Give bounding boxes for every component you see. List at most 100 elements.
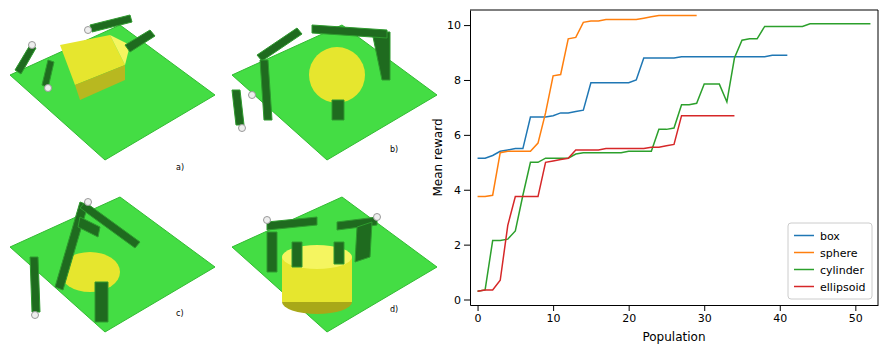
object bbox=[309, 47, 365, 103]
joint bbox=[29, 42, 36, 49]
tick-label: 8 bbox=[454, 74, 461, 87]
leg bbox=[15, 45, 36, 74]
joint bbox=[32, 312, 39, 319]
object-side bbox=[110, 35, 130, 65]
leg bbox=[78, 217, 100, 237]
joint bbox=[249, 92, 256, 99]
rendering-panel bbox=[232, 197, 437, 332]
tick-mark bbox=[464, 245, 470, 246]
leg bbox=[332, 100, 344, 120]
tick: 8 bbox=[454, 74, 470, 87]
tick-label: 0 bbox=[475, 312, 482, 325]
joint bbox=[85, 199, 92, 206]
tick-mark bbox=[553, 305, 554, 311]
tick: 10 bbox=[547, 305, 561, 325]
axis-line bbox=[471, 305, 879, 306]
leg bbox=[355, 222, 372, 262]
legend-label: ellipsoid bbox=[820, 281, 865, 294]
tick: 40 bbox=[773, 305, 787, 325]
joint bbox=[85, 27, 92, 34]
panel-label: a) bbox=[176, 163, 184, 172]
figure: a) b) c) d) 0 10 20 30 40 50 0 2 4 6 8 10 Population Mean… bbox=[0, 0, 888, 350]
tick-mark bbox=[464, 135, 470, 136]
leg bbox=[42, 60, 54, 88]
tick-label: 50 bbox=[849, 312, 863, 325]
object-front bbox=[75, 65, 125, 100]
legend-swatch bbox=[794, 252, 814, 254]
panel-label: d) bbox=[390, 305, 398, 314]
tick: 4 bbox=[454, 184, 470, 197]
axis-line bbox=[470, 11, 471, 306]
tick-label: 10 bbox=[547, 312, 561, 325]
x-axis: 0 10 20 30 40 50 bbox=[471, 305, 879, 325]
tick-label: 10 bbox=[447, 19, 461, 32]
tick-label: 4 bbox=[454, 184, 461, 197]
series-line bbox=[478, 116, 735, 292]
floor bbox=[10, 25, 215, 160]
tick: 6 bbox=[454, 129, 470, 142]
tick-label: 6 bbox=[454, 129, 461, 142]
tick-mark bbox=[464, 300, 470, 301]
floor bbox=[232, 25, 437, 160]
leg bbox=[90, 15, 132, 32]
tick: 10 bbox=[447, 19, 470, 32]
tick: 0 bbox=[475, 305, 482, 325]
series-line bbox=[478, 15, 697, 196]
leg bbox=[334, 242, 344, 264]
leg bbox=[232, 90, 244, 125]
leg bbox=[292, 242, 302, 267]
joint bbox=[45, 85, 52, 92]
x-axis-title: Population bbox=[642, 330, 705, 344]
rendering-panel bbox=[232, 25, 437, 160]
leg bbox=[372, 32, 390, 80]
legend: boxspherecylinderellipsoid bbox=[788, 223, 872, 299]
legend-label: sphere bbox=[820, 247, 858, 260]
legend-swatch bbox=[794, 235, 814, 237]
panel-label: c) bbox=[176, 309, 184, 318]
joint bbox=[264, 217, 271, 224]
tick-mark bbox=[464, 190, 470, 191]
leg bbox=[267, 217, 317, 230]
floor bbox=[10, 197, 215, 332]
tick: 50 bbox=[849, 305, 863, 325]
tick-mark bbox=[780, 305, 781, 311]
tick-mark bbox=[464, 25, 470, 26]
tick-label: 40 bbox=[773, 312, 787, 325]
tick: 2 bbox=[454, 239, 470, 252]
renderings: a) b) c) d) bbox=[10, 15, 437, 332]
leg bbox=[267, 232, 277, 272]
y-axis-title: Mean reward bbox=[431, 118, 445, 196]
tick-mark bbox=[464, 80, 470, 81]
leg bbox=[55, 202, 88, 290]
leg bbox=[260, 60, 272, 120]
tick-mark bbox=[478, 305, 479, 311]
legend-swatch bbox=[794, 286, 814, 288]
frame bbox=[878, 10, 879, 305]
y-axis: 0 2 4 6 8 10 bbox=[447, 11, 471, 307]
series-line bbox=[478, 55, 788, 158]
tick: 30 bbox=[698, 305, 712, 325]
leg bbox=[125, 30, 155, 52]
chart: 0 10 20 30 40 50 0 2 4 6 8 10 Population Mean reward b… bbox=[431, 10, 879, 344]
leg bbox=[257, 28, 302, 61]
tick: 0 bbox=[454, 294, 470, 307]
leg bbox=[312, 25, 387, 38]
frame bbox=[470, 10, 878, 11]
tick-label: 30 bbox=[698, 312, 712, 325]
legend-swatch bbox=[794, 269, 814, 271]
tick-mark bbox=[704, 305, 705, 311]
legend-label: box bbox=[820, 230, 840, 243]
tick-label: 20 bbox=[622, 312, 636, 325]
rendering-panel bbox=[10, 15, 215, 160]
floor bbox=[232, 197, 437, 332]
panel-label: b) bbox=[390, 145, 398, 154]
tick-mark bbox=[629, 305, 630, 311]
rendering-panel bbox=[10, 197, 215, 332]
joint bbox=[239, 125, 246, 132]
leg bbox=[30, 257, 40, 312]
legend-box bbox=[788, 223, 872, 299]
tick-label: 0 bbox=[454, 294, 461, 307]
leg bbox=[95, 282, 108, 322]
tick-mark bbox=[855, 305, 856, 311]
joint bbox=[374, 214, 381, 221]
